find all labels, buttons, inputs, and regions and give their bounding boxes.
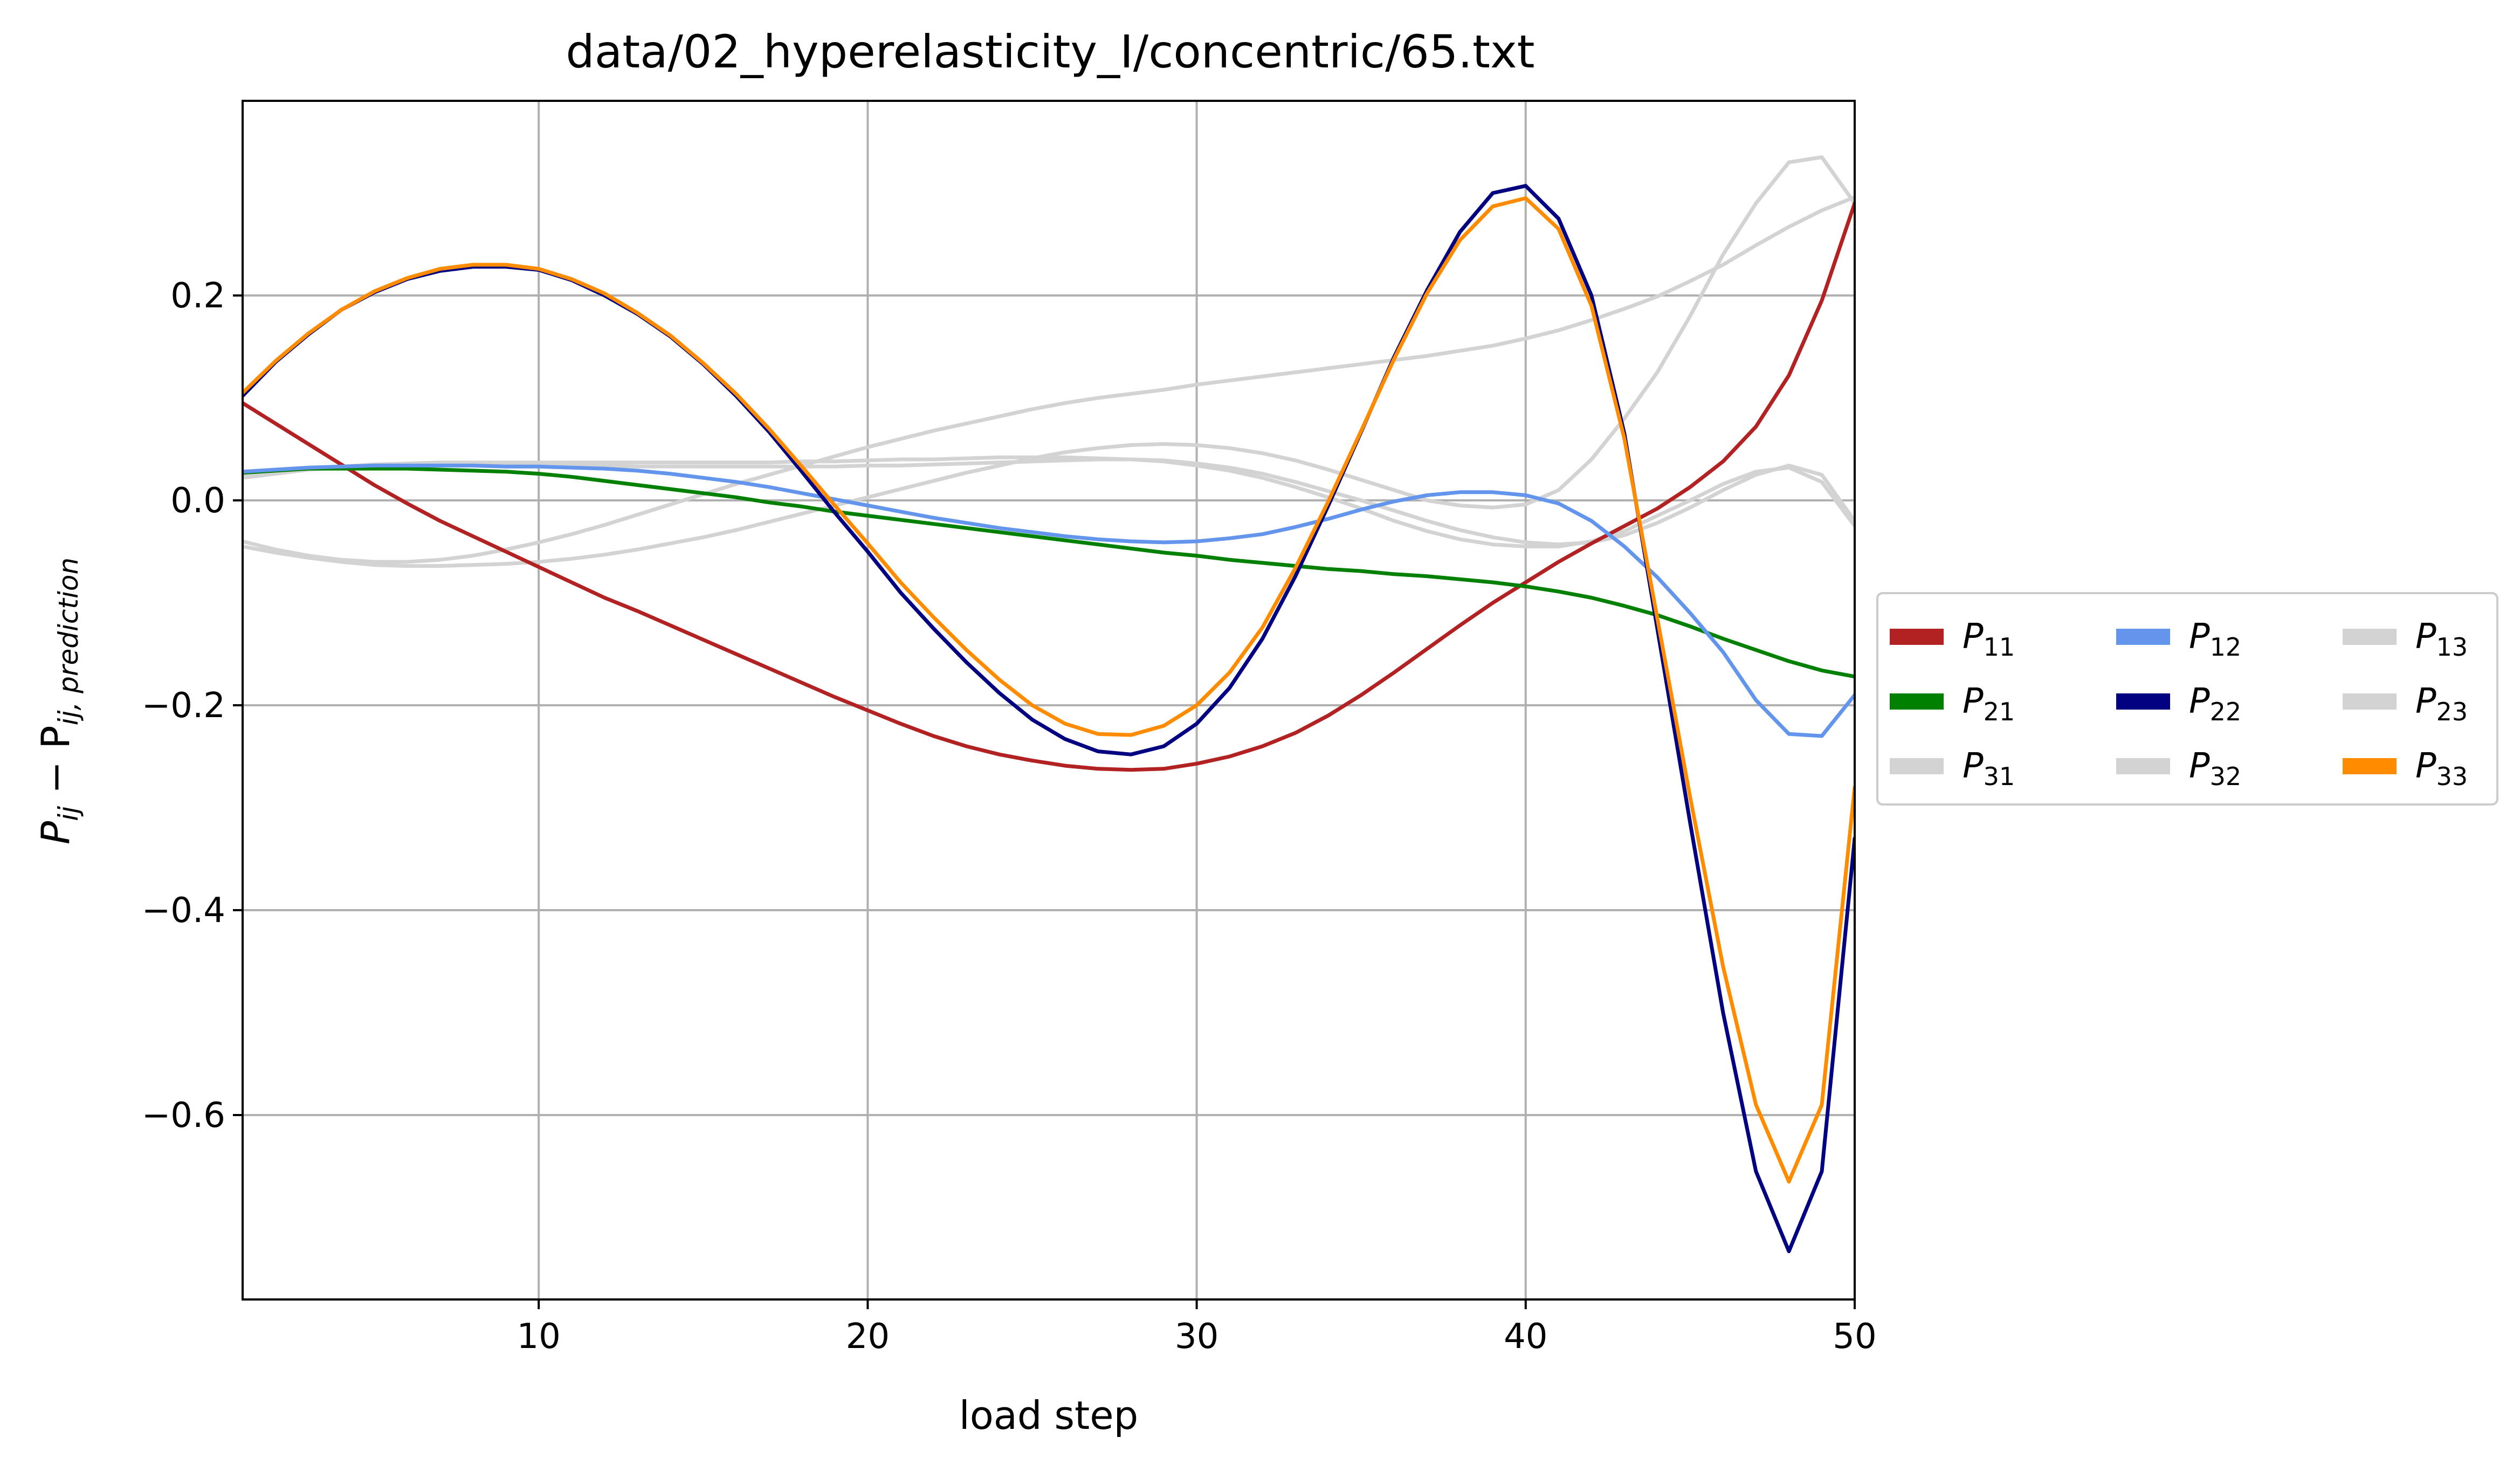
legend-label-p21: P21 bbox=[1963, 682, 2015, 726]
legend-label-p33: P33 bbox=[2415, 746, 2468, 791]
y-axis-label: Pij − Pij, prediction bbox=[33, 558, 84, 844]
legend-swatch-p33 bbox=[2343, 758, 2397, 774]
y-axis-label-sub1: ij bbox=[53, 806, 84, 821]
series-lines bbox=[243, 155, 1855, 1254]
legend-label-p23: P23 bbox=[2415, 682, 2468, 726]
legend-label-p11: P11 bbox=[1963, 617, 2015, 662]
legend: P11 P21 P31 P12 P22 P32 P13 P23 P33 bbox=[1876, 592, 2498, 806]
y-tick-label: −0.4 bbox=[142, 891, 225, 931]
chart-title: data/02_hyperelasticity_I/concentric/65.… bbox=[566, 25, 1534, 78]
x-tick-label: 30 bbox=[1175, 1317, 1218, 1357]
series-line-p12 bbox=[243, 463, 1855, 738]
legend-label-p12: P12 bbox=[2189, 617, 2241, 662]
series-line-p23 bbox=[243, 457, 1855, 547]
series-line-p11 bbox=[243, 201, 1855, 772]
y-axis-label-main: P bbox=[33, 821, 78, 844]
y-axis-label-sub2: ij, prediction bbox=[53, 558, 84, 726]
series-line-p13 bbox=[243, 155, 1855, 568]
legend-label-p31: P31 bbox=[1963, 746, 2015, 791]
legend-swatch-p21 bbox=[1890, 693, 1944, 710]
svg-text:Pij − Pij, prediction: Pij − Pij, prediction bbox=[33, 558, 84, 844]
series-line-p31 bbox=[243, 195, 1855, 564]
legend-box bbox=[1876, 592, 2498, 806]
x-axis-label: load step bbox=[959, 1393, 1139, 1438]
legend-swatch-p32 bbox=[2116, 758, 2170, 774]
legend-swatch-p31 bbox=[1890, 758, 1944, 774]
legend-label-p13: P13 bbox=[2415, 617, 2468, 662]
legend-swatch-p13 bbox=[2343, 629, 2397, 645]
y-tick-label: −0.6 bbox=[142, 1096, 225, 1136]
legend-label-p22: P22 bbox=[2189, 682, 2241, 726]
legend-swatch-p12 bbox=[2116, 629, 2170, 645]
legend-swatch-p23 bbox=[2343, 693, 2397, 710]
legend-swatch-p11 bbox=[1890, 629, 1944, 645]
y-tick-label: 0.0 bbox=[170, 481, 225, 521]
x-tick-label: 10 bbox=[517, 1317, 560, 1357]
series-line-p21 bbox=[243, 466, 1855, 679]
x-tick-label: 40 bbox=[1504, 1317, 1547, 1357]
y-tick-label: 0.2 bbox=[170, 276, 225, 316]
x-tick-label: 50 bbox=[1833, 1317, 1876, 1357]
series-line-p33 bbox=[243, 196, 1855, 1184]
y-axis-label-minus: − P bbox=[33, 725, 78, 806]
plot-frame bbox=[242, 100, 1856, 1301]
y-tick-label: −0.2 bbox=[142, 686, 225, 726]
legend-label-p32: P32 bbox=[2189, 746, 2241, 791]
x-tick-label: 20 bbox=[846, 1317, 890, 1357]
legend-swatch-p22 bbox=[2116, 693, 2170, 710]
axis-ticks: 10 20 30 40 50 −0.6 −0.4 −0.2 0.0 0.2 bbox=[142, 276, 1877, 1357]
